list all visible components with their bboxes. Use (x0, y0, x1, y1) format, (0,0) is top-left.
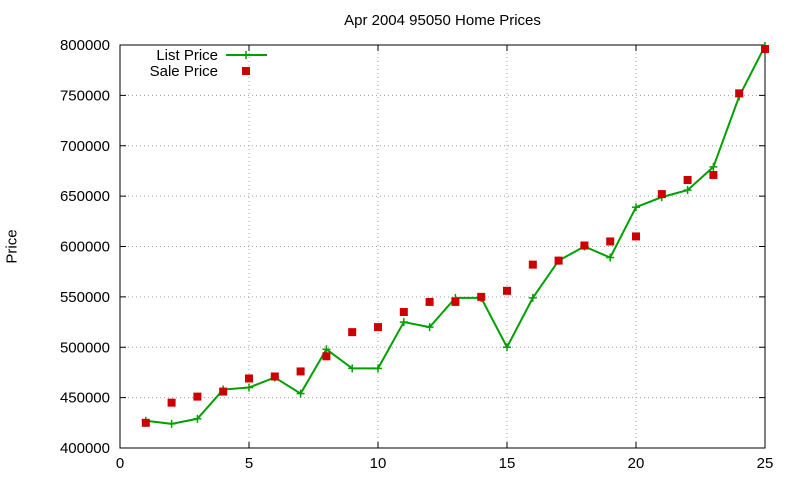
sale-price-point (554, 256, 563, 265)
list-price-point (374, 364, 382, 373)
sale-price-point (657, 190, 666, 199)
sale-price-point (141, 418, 150, 427)
sale-price-point (683, 176, 692, 185)
list-price-point (709, 162, 718, 171)
y-tick-label: 600000 (60, 239, 110, 256)
sale-price-point (528, 260, 537, 269)
sale-price-point (632, 232, 640, 241)
sale-price-point (580, 241, 589, 250)
list-price-point (425, 323, 434, 332)
sale-price-point (606, 237, 615, 246)
axis-layer: 0 5 10 15 20 25 400000 450000 500000 550000 600000… (60, 37, 773, 472)
list-price-point (606, 253, 615, 262)
sale-price-point (296, 367, 305, 376)
sale-price-point (451, 297, 460, 306)
x-tick-label: 5 (245, 455, 253, 472)
sale-price-point (735, 89, 744, 98)
list-price-point (322, 345, 331, 354)
y-tick-label: 400000 (60, 440, 110, 457)
list-price-point (503, 343, 511, 352)
list-price-point (167, 419, 176, 428)
list-price-point (296, 389, 305, 398)
sale-price-point (425, 297, 434, 306)
sale-price-point (374, 323, 382, 332)
y-tick-label: 750000 (60, 87, 110, 104)
y-tick-label: 500000 (60, 339, 110, 356)
sale-price-point (477, 292, 486, 301)
sale-price-point (503, 286, 511, 295)
legend-label: Sale Price (150, 63, 218, 80)
series-layer (141, 42, 769, 428)
series-0 (141, 42, 769, 428)
list-price-point (399, 318, 408, 327)
sale-price-point (761, 45, 769, 54)
sale-price-point (167, 398, 176, 407)
chart-title: Apr 2004 95050 Home Prices (344, 12, 541, 29)
x-tick-label: 10 (370, 455, 387, 472)
legend-square-sample (242, 67, 250, 75)
legend-label: List Price (156, 47, 218, 64)
grid-layer (120, 45, 765, 448)
legend-plus-sample (242, 51, 250, 59)
x-tick-label: 15 (499, 455, 516, 472)
y-tick-label: 650000 (60, 188, 110, 205)
sale-price-point (270, 372, 279, 381)
y-tick-label: 800000 (60, 37, 110, 54)
y-tick-label: 700000 (60, 138, 110, 155)
sale-price-point (348, 328, 357, 337)
y-tick-label: 550000 (60, 289, 110, 306)
list-price-point (348, 364, 357, 373)
series-1 (141, 45, 769, 427)
sale-price-point (193, 392, 202, 401)
list-price-point (193, 414, 202, 423)
x-tick-label: 20 (628, 455, 645, 472)
list-price-line (145, 45, 766, 425)
sale-price-point (399, 307, 408, 316)
plot-frame (119, 44, 766, 449)
list-price-point (528, 293, 537, 302)
sale-price-point (709, 170, 718, 179)
x-tick-label: 25 (757, 455, 774, 472)
list-price-point (245, 383, 253, 392)
list-price-point (632, 203, 640, 212)
sale-price-point (245, 374, 253, 383)
sale-price-point (322, 352, 331, 361)
sale-price-point (219, 387, 228, 396)
list-price-point (683, 186, 692, 195)
y-tick-label: 450000 (60, 390, 110, 407)
x-tick-label: 0 (116, 455, 124, 472)
